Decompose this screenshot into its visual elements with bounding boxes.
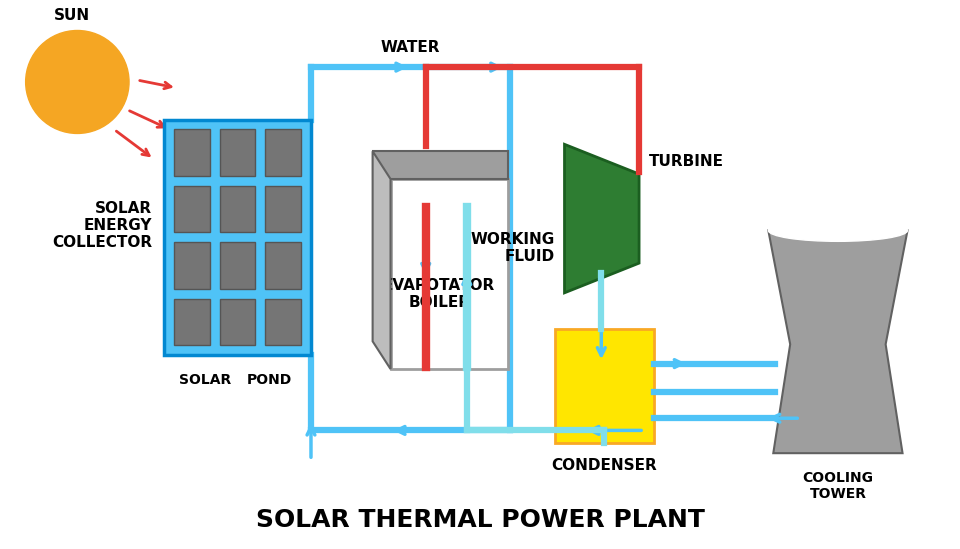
Polygon shape: [768, 231, 907, 453]
Bar: [220, 299, 255, 345]
Text: COOLING
TOWER: COOLING TOWER: [803, 471, 874, 501]
Bar: [391, 179, 508, 369]
Ellipse shape: [768, 220, 907, 242]
Bar: [220, 130, 255, 176]
Text: TURBINE: TURBINE: [649, 154, 724, 169]
Bar: [265, 242, 301, 289]
Text: SOLAR THERMAL POWER PLANT: SOLAR THERMAL POWER PLANT: [255, 508, 705, 533]
Circle shape: [26, 31, 129, 133]
Text: WORKING
FLUID: WORKING FLUID: [470, 232, 555, 265]
Bar: [220, 242, 255, 289]
Bar: [265, 130, 301, 176]
Bar: [174, 186, 209, 232]
Bar: [164, 120, 311, 355]
Text: POND: POND: [247, 373, 293, 387]
Text: SOLAR: SOLAR: [179, 373, 231, 387]
Bar: [174, 242, 209, 289]
Text: CONDENSER: CONDENSER: [551, 458, 658, 473]
Bar: [265, 299, 301, 345]
Text: SUN: SUN: [55, 8, 90, 23]
Bar: [174, 130, 209, 176]
Bar: [174, 299, 209, 345]
Polygon shape: [564, 144, 639, 293]
Polygon shape: [372, 152, 391, 369]
Text: WATER: WATER: [381, 40, 440, 55]
Bar: [265, 186, 301, 232]
Bar: [372, 152, 508, 179]
Text: EVAPOTATOR
BOILER: EVAPOTATOR BOILER: [383, 278, 495, 310]
Bar: [220, 186, 255, 232]
Text: SOLAR
ENERGY
COLLECTOR: SOLAR ENERGY COLLECTOR: [52, 201, 152, 250]
Bar: [555, 329, 654, 443]
